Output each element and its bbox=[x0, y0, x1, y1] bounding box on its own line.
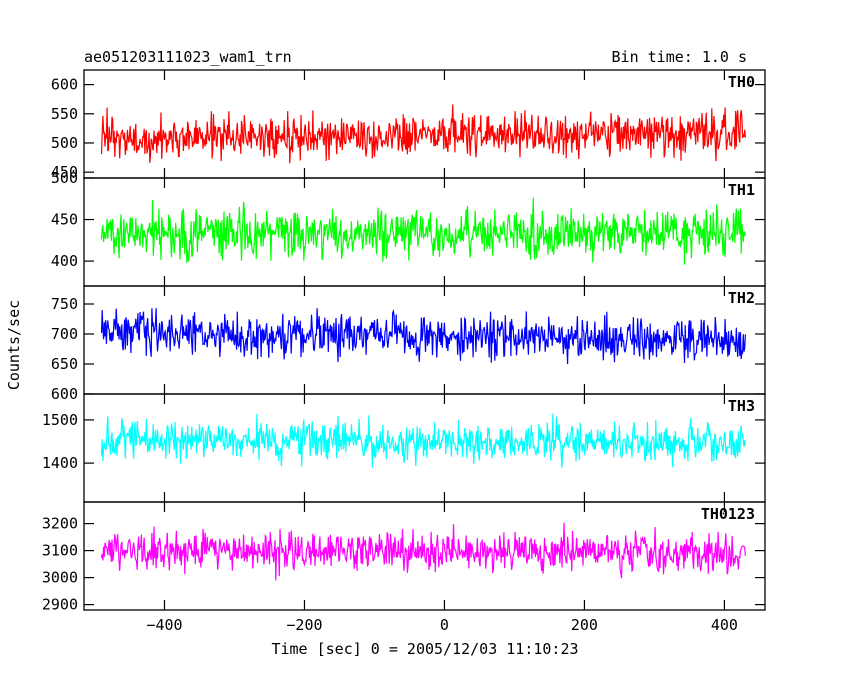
chart-title-left: ae051203111023_wam1_trn bbox=[84, 48, 292, 66]
chart-title-right: Bin time: 1.0 s bbox=[612, 48, 747, 66]
x-tick-label: 0 bbox=[440, 616, 449, 634]
y-tick-label: 450 bbox=[51, 211, 78, 229]
panel-name-label: TH0 bbox=[728, 73, 755, 91]
y-tick-label: 1500 bbox=[42, 411, 78, 429]
series-line-th2 bbox=[100, 308, 746, 365]
y-tick-label: 600 bbox=[51, 76, 78, 94]
y-tick-label: 400 bbox=[51, 252, 78, 270]
series-line-th3 bbox=[100, 413, 746, 468]
panel-name-label: TH0123 bbox=[701, 505, 755, 523]
y-tick-label: 700 bbox=[51, 325, 78, 343]
y-axis-title: Counts/sec bbox=[5, 300, 23, 390]
y-tick-label: 2900 bbox=[42, 596, 78, 614]
y-tick-label: 600 bbox=[51, 385, 78, 403]
x-tick-label: 200 bbox=[571, 616, 598, 634]
y-tick-label: 500 bbox=[51, 134, 78, 152]
x-tick-label: −400 bbox=[146, 616, 182, 634]
y-tick-label: 450 bbox=[51, 163, 78, 181]
series-line-th0 bbox=[100, 104, 746, 164]
y-tick-label: 3100 bbox=[42, 542, 78, 560]
y-tick-label: 500 bbox=[51, 169, 78, 187]
x-tick-label: −200 bbox=[286, 616, 322, 634]
panel-th1: 400 450 500 TH1 bbox=[51, 169, 766, 287]
y-tick-label: 750 bbox=[51, 295, 78, 313]
panel-th0123: 2900 3000 3100 3200 TH0123 bbox=[42, 501, 766, 614]
y-tick-label: 550 bbox=[51, 105, 78, 123]
y-tick-label: 3000 bbox=[42, 569, 78, 587]
y-tick-label: 3200 bbox=[42, 515, 78, 533]
x-axis: −400 −200 0 200 400 bbox=[146, 616, 738, 634]
y-tick-label: 650 bbox=[51, 355, 78, 373]
panel-th0: 450 500 550 600 TH0 bbox=[51, 69, 766, 181]
series-line-th0123 bbox=[100, 522, 746, 581]
panel-name-label: TH1 bbox=[728, 181, 755, 199]
x-axis-title: Time [sec] 0 = 2005/12/03 11:10:23 bbox=[271, 640, 578, 658]
series-line-th1 bbox=[100, 197, 746, 265]
panel-frame bbox=[83, 501, 766, 611]
panel-name-label: TH3 bbox=[728, 397, 755, 415]
panel-th2: 600 650 700 750 TH2 bbox=[51, 285, 766, 403]
x-tick-label: 400 bbox=[711, 616, 738, 634]
y-tick-label: 1400 bbox=[42, 454, 78, 472]
panel-th3: 1400 1500 TH3 bbox=[42, 393, 766, 503]
panel-name-label: TH2 bbox=[728, 289, 755, 307]
